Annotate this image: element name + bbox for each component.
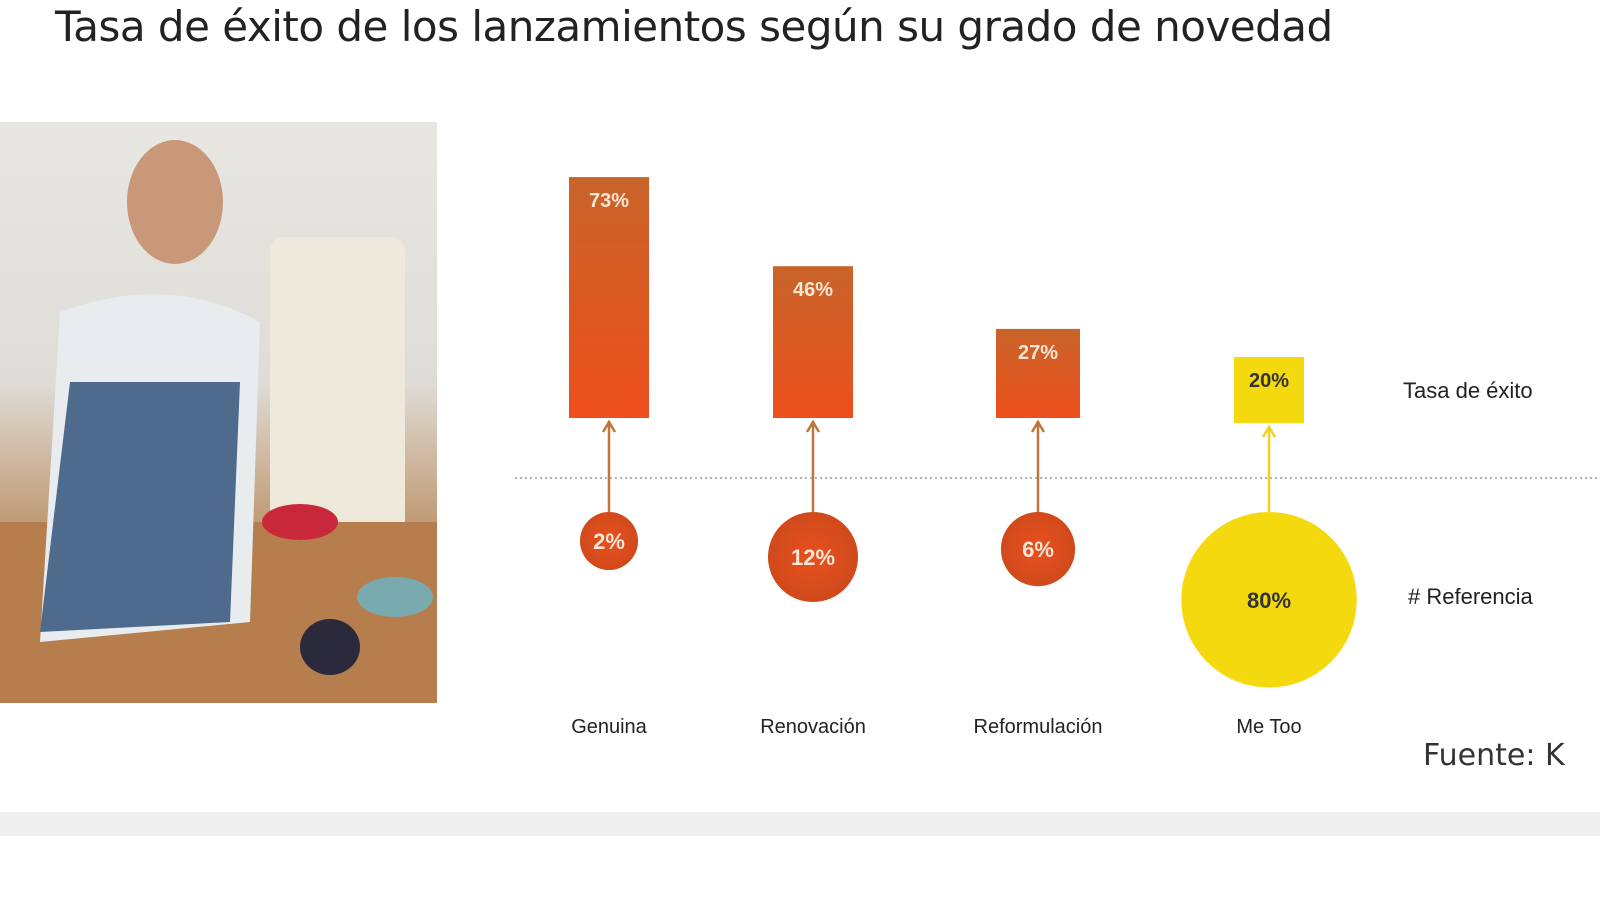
circle-value-label: 6% xyxy=(1022,537,1054,562)
circle-referencia xyxy=(579,512,639,571)
arrow-head-icon xyxy=(1261,424,1277,438)
bar-value-label: 20% xyxy=(1249,370,1289,392)
bar-tasa-de-exito xyxy=(996,328,1080,418)
bar-tasa-de-exito xyxy=(1234,357,1304,423)
circle-referencia xyxy=(1000,512,1076,587)
category-label: Me Too xyxy=(1236,716,1301,738)
photo-woman-eating-in-kitchen xyxy=(0,122,437,703)
circle-value-label: 12% xyxy=(791,545,835,570)
arrow-head-icon xyxy=(601,419,617,433)
page-title: Tasa de éxito de los lanzamientos según … xyxy=(55,2,1333,51)
circle-referencia xyxy=(767,512,859,603)
category-label: Genuina xyxy=(571,716,647,738)
category-label: Renovación xyxy=(760,716,866,738)
bar-value-label: 27% xyxy=(1018,342,1058,364)
category-label: Reformulación xyxy=(974,716,1103,738)
source-note: Fuente: K xyxy=(1423,738,1565,773)
circle-value-label: 2% xyxy=(593,529,625,554)
footer-band xyxy=(0,812,1600,836)
arrow-head-icon xyxy=(1030,419,1046,433)
circle-value-label: 80% xyxy=(1247,588,1291,613)
arrow-head-icon xyxy=(805,419,821,433)
bar-tasa-de-exito xyxy=(773,266,853,418)
chart: 73% 2% Genuina 46% 12% Renovación 27% 6% Reformu… xyxy=(515,177,1600,738)
bar-value-label: 73% xyxy=(589,190,629,212)
bar-value-label: 46% xyxy=(793,279,833,301)
circle-referencia xyxy=(1181,512,1357,688)
legend-referencia: # Referencia xyxy=(1408,584,1534,609)
bar-tasa-de-exito xyxy=(569,177,649,418)
legend-tasa-de-exito: Tasa de éxito xyxy=(1403,378,1533,403)
